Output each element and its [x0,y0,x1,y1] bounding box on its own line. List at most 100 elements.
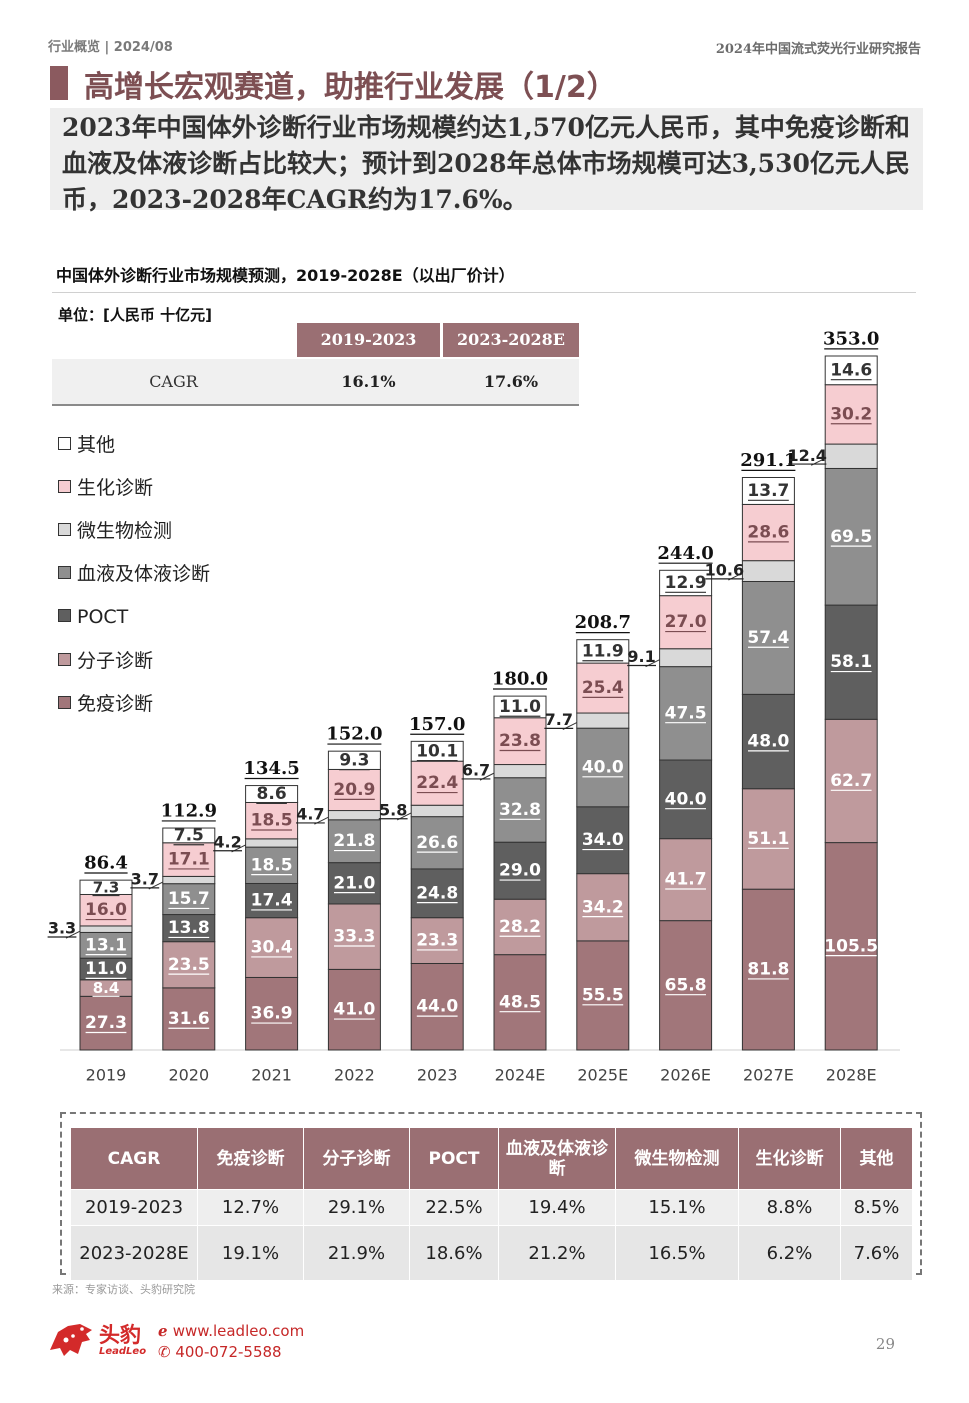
table-cell: 22.5% [409,1189,499,1226]
x-tick-label: 2020 [168,1066,209,1085]
table-cell: 2023-2028E [70,1225,198,1281]
data-label: 40.0 [582,757,624,777]
bar-segment [741,788,795,890]
web-icon: ℯ [158,1322,173,1340]
legend-item: 分子诊断 [58,648,153,674]
table-cell: 21.2% [498,1225,616,1281]
bar-segment [327,768,381,812]
data-label: 23.5 [168,955,210,975]
data-label: 32.8 [499,800,541,820]
cagr-table: CAGR 免疫诊断 分子诊断 POCT 血液及体液诊断 微生物检测 生化诊断 其… [70,1127,913,1281]
legend-item: 其他 [58,432,115,458]
table-cell: 8.5% [840,1189,913,1226]
total-label: 291.1 [740,450,796,471]
table-row: 2023-2028E 19.1% 21.9% 18.6% 21.2% 16.5%… [70,1225,913,1281]
table-cell: 2019-2023 [70,1189,198,1226]
bar-segment [576,873,630,942]
data-label: 30.2 [830,404,872,424]
data-label: 18.5 [251,855,293,875]
chart-title-divider [52,292,916,293]
data-label: 24.8 [416,883,458,903]
data-label: 7.3 [93,878,120,896]
data-label: 48.0 [747,732,789,752]
data-label: 44.0 [416,997,458,1017]
bar-segment [493,764,547,779]
data-label: 4.7 [296,805,324,824]
table-cell: 6.2% [738,1225,841,1281]
total-label: 157.0 [409,714,465,735]
data-label: 7.7 [545,710,573,729]
data-label: 9.3 [339,750,369,770]
data-label: 8.6 [257,784,287,804]
report-title: 2024年中国流式荧光行业研究报告 [715,42,921,57]
data-label: 41.7 [665,870,707,890]
legend-item: 生化诊断 [58,475,153,501]
data-label: 48.5 [499,992,541,1012]
total-label: 244.0 [657,543,713,564]
bar-segment [162,842,216,877]
data-label: 11.9 [582,641,624,661]
data-label: 14.6 [830,360,872,380]
table-header-cell: 微生物检测 [615,1127,739,1190]
cagr-summary-row [52,359,579,406]
data-label: 13.8 [168,918,210,938]
data-label: 58.1 [830,652,872,672]
table-header-cell: 生化诊断 [738,1127,841,1190]
data-label: 47.5 [665,703,707,723]
data-label: 28.6 [747,523,789,543]
bar-segment [245,838,299,848]
bar-segment [824,604,878,720]
bar-segment [741,581,795,695]
bar-segment [576,712,630,729]
bar-segment [79,995,133,1051]
table-header-cell: 血液及体液诊断 [498,1127,616,1190]
bar-segment [493,717,547,766]
total-label: 86.4 [84,853,128,874]
data-label: 13.1 [85,935,127,955]
bar-segment [162,883,216,916]
cagr-summary-label: CAGR [149,372,198,391]
legend-swatch [58,696,71,709]
bar-segment [576,727,630,808]
phone-icon: ✆ [158,1343,176,1361]
bar-segment [410,816,464,870]
data-label: 4.2 [213,832,241,851]
table-cell: 7.6% [840,1225,913,1281]
table-header-cell: 分子诊断 [303,1127,410,1190]
legend-swatch [58,653,71,666]
legend-item: 微生物检测 [58,518,172,544]
bar-segment [327,810,381,821]
total-label: 112.9 [161,801,217,822]
data-label: 57.4 [747,628,789,648]
data-label: 16.0 [85,900,127,920]
bar-segment [245,846,299,884]
data-label: 105.5 [824,936,878,956]
bar-segment [162,827,216,844]
total-label: 208.7 [575,612,631,633]
x-tick-label: 2022 [334,1066,375,1085]
bar-segment [245,917,299,978]
data-label: 9.1 [627,647,655,666]
cagr-table-header: CAGR 免疫诊断 分子诊断 POCT 血液及体液诊断 微生物检测 生化诊断 其… [70,1127,913,1190]
bar-segment [493,954,547,1051]
website-link[interactable]: ℯ www.leadleo.com [158,1322,305,1340]
title-accent-bar [50,66,68,100]
cagr-summary-value: 16.1% [341,372,396,391]
data-label: 17.4 [251,891,293,911]
table-cell: 19.1% [197,1225,304,1281]
data-label: 34.2 [582,897,624,917]
bar-segment [245,801,299,840]
legend-item: 血液及体液诊断 [58,561,210,587]
bar-segment [327,862,381,905]
data-label: 30.4 [251,938,293,958]
page-title: 高增长宏观赛道，助推行业发展（1/2） [84,70,617,105]
cagr-summary-value: 17.6% [483,372,539,391]
bar-segment [659,569,713,597]
stacked-bar-chart: 27.38.411.013.13.316.07.386.4201931.623.… [47,329,900,1085]
data-label: 10.6 [705,561,744,580]
table-cell: 21.9% [303,1225,410,1281]
bar-segment [576,940,630,1051]
data-label: 62.7 [830,771,872,791]
data-label: 41.0 [333,1000,375,1020]
cagr-period-header: 2023-2028E [443,323,579,357]
